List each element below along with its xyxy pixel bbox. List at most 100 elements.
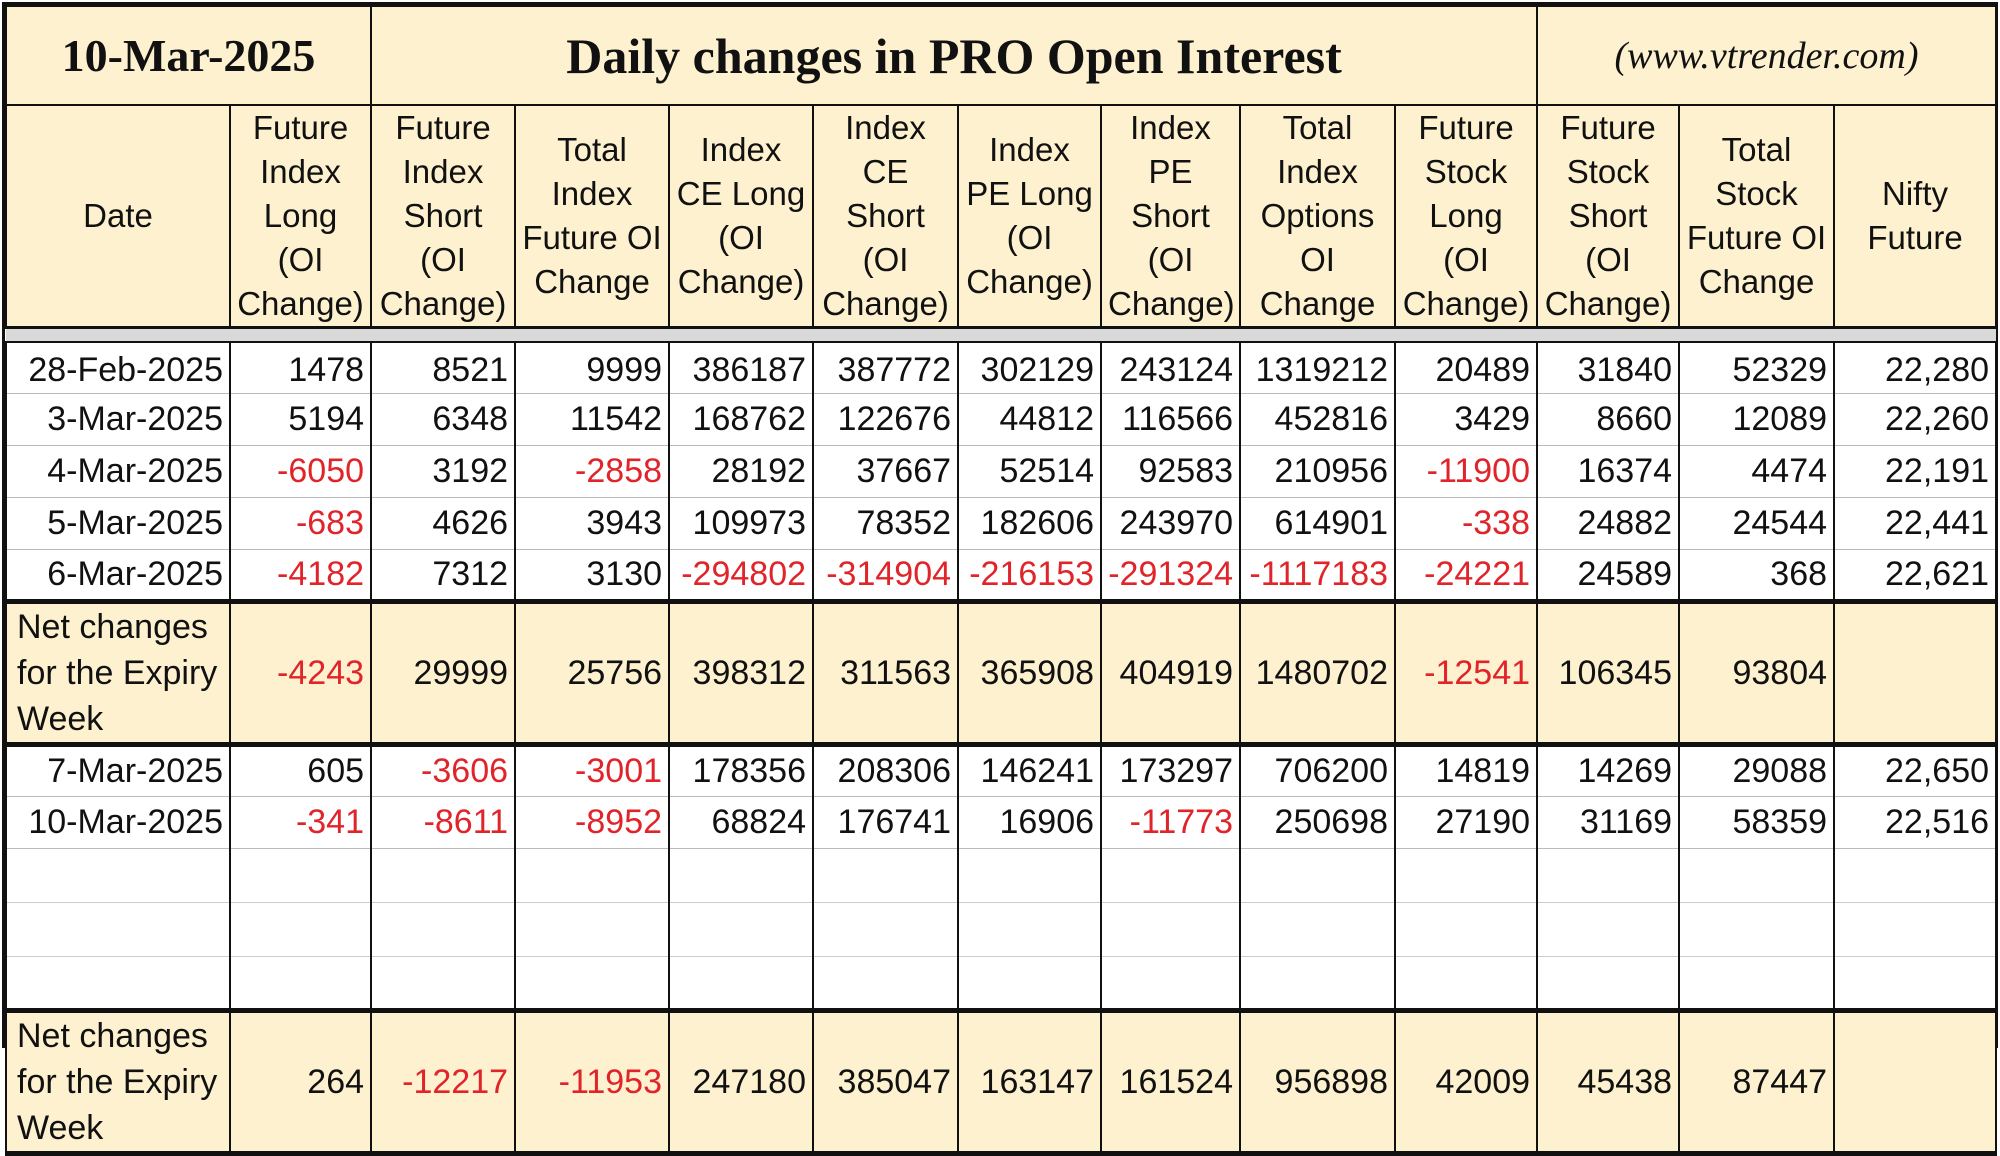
table-cell [1833,1008,1998,1156]
table-cell: 168762 [668,393,815,446]
table-row: 10-Mar-2025 -341 -8611 -8952 68824 176741 1690… [5,796,1998,849]
table-cell: 42009 [1394,1008,1539,1156]
table-cell: 208306 [812,744,960,797]
table-cell: 3130 [514,549,671,602]
website-credit: (www.vtrender.com) [1536,5,1998,106]
table-cell [1833,956,1998,1011]
row-label: 6-Mar-2025 [5,549,231,602]
table-row: 5-Mar-2025 -683 4626 3943 109973 78352 182606 2… [5,497,1998,550]
table-cell: -8952 [514,796,671,849]
table-cell [1239,848,1397,903]
table-cell: 178356 [668,744,815,797]
table-cell: 25756 [514,599,671,747]
table-cell: 78352 [812,497,960,550]
table-cell: 247180 [668,1008,815,1156]
table-cell: -12541 [1394,599,1539,747]
table-cell: 706200 [1239,744,1397,797]
report-title: Daily changes in PRO Open Interest [370,5,1539,106]
table-cell: 52329 [1678,341,1836,394]
table-cell: 385047 [812,1008,960,1156]
table-cell: -11900 [1394,445,1539,498]
table-cell: 31840 [1536,341,1681,394]
row-label: 10-Mar-2025 [5,796,231,849]
table-cell: -338 [1394,497,1539,550]
table-cell [812,902,960,957]
table-cell: 243124 [1100,341,1242,394]
table-cell: 9999 [514,341,671,394]
table-cell: 146241 [957,744,1103,797]
empty-row [5,956,1998,1011]
table-cell: 22,441 [1833,497,1998,550]
table-cell: 3192 [370,445,517,498]
table-cell: -1117183 [1239,549,1397,602]
table-cell: 386187 [668,341,815,394]
column-header: Total Index Future OI Change [514,104,671,329]
table-row: 28-Feb-2025 1478 8521 9999 386187 387772 30212… [5,341,1998,394]
table-cell: -6050 [228,445,373,498]
column-header: Index PE Long (OI Change) [957,104,1103,329]
table-cell [1833,599,1998,747]
table-cell [957,902,1103,957]
table-cell [370,956,517,1011]
table-cell: 311563 [812,599,960,747]
column-header: Total Stock Future OI Change [1678,104,1836,329]
table-cell: 45438 [1536,1008,1681,1156]
column-header: Future Index Short (OI Change) [370,104,517,329]
table-cell [514,956,671,1011]
column-header: Index PE Short (OI Change) [1100,104,1242,329]
row-label [5,956,231,1011]
table-cell [1100,902,1242,957]
table-cell [1536,848,1681,903]
table-cell: 116566 [1100,393,1242,446]
row-label: 28-Feb-2025 [5,341,231,394]
gap-cell [6,326,1997,343]
table-cell: 1319212 [1239,341,1397,394]
empty-row [5,848,1998,903]
table-cell: -8611 [370,796,517,849]
net-changes-row: Net changes for the Expiry Week 264 -12217… [5,1008,1998,1156]
section-gap [6,326,1997,343]
table-cell: -4182 [228,549,373,602]
table-cell [1678,956,1836,1011]
column-header: Future Stock Short (OI Change) [1536,104,1681,329]
table-cell: -314904 [812,549,960,602]
table-cell: 173297 [1100,744,1242,797]
table-cell [1678,902,1836,957]
table-cell: 22,260 [1833,393,1998,446]
table-cell: 365908 [957,599,1103,747]
table-cell: 29088 [1678,744,1836,797]
table-cell: -11953 [514,1008,671,1156]
table-cell: 163147 [957,1008,1103,1156]
table-cell [1394,902,1539,957]
column-header: Index CE Long (OI Change) [668,104,815,329]
net-changes-row: Net changes for the Expiry Week -4243 2999… [5,599,1998,747]
table-cell [228,902,373,957]
row-label: 7-Mar-2025 [5,744,231,797]
table-cell: 182606 [957,497,1103,550]
table-cell: 11542 [514,393,671,446]
table-cell: 8521 [370,341,517,394]
row-label [5,848,231,903]
table-cell: 404919 [1100,599,1242,747]
row-label: 3-Mar-2025 [5,393,231,446]
table-cell: 14269 [1536,744,1681,797]
row-label: 5-Mar-2025 [5,497,231,550]
table-cell: 264 [228,1008,373,1156]
report-date: 10-Mar-2025 [4,5,373,106]
table-cell: 452816 [1239,393,1397,446]
table-cell [370,902,517,957]
table-cell: 176741 [812,796,960,849]
table-cell: 31169 [1536,796,1681,849]
table-cell: -683 [228,497,373,550]
table-cell: 3429 [1394,393,1539,446]
table-row: 4-Mar-2025 -6050 3192 -2858 28192 37667 52514 9… [5,445,1998,498]
table-cell [1100,848,1242,903]
table-cell [228,956,373,1011]
table-cell: 398312 [668,599,815,747]
table-cell: 302129 [957,341,1103,394]
table-cell: 250698 [1239,796,1397,849]
table-cell: 14819 [1394,744,1539,797]
table-cell [1100,956,1242,1011]
table-cell [1239,956,1397,1011]
